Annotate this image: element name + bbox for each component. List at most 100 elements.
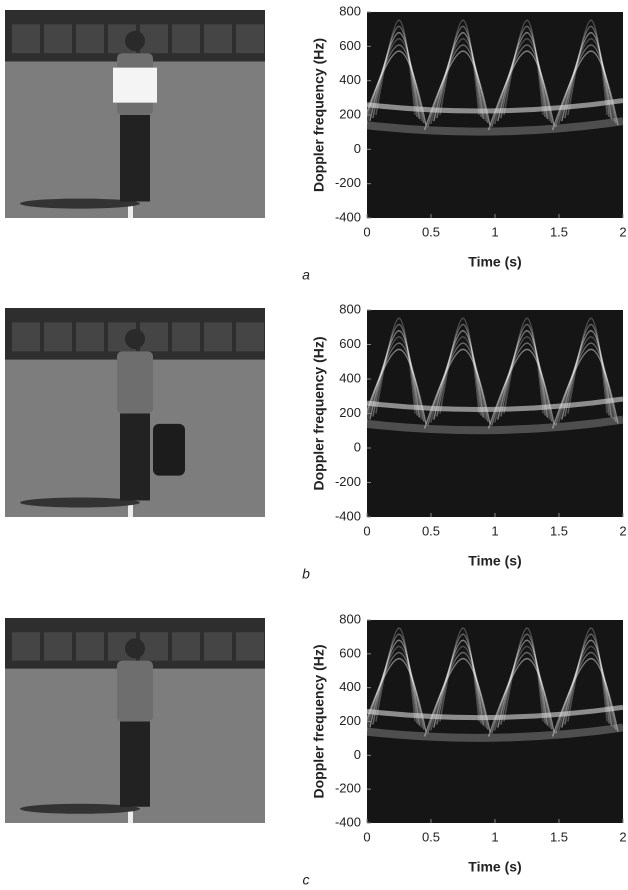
box [113, 67, 157, 103]
spectrogram-blob [426, 44, 489, 128]
x-tick-label: 2 [619, 829, 626, 844]
stadium-panel [44, 24, 72, 54]
y-tick-label: 0 [354, 747, 361, 762]
spectrogram-blob [497, 329, 549, 420]
y-tick-label: -400 [335, 814, 361, 829]
spectrogram-blob [436, 323, 483, 417]
y-tick-label: 800 [339, 301, 361, 316]
spectrogram-blob [369, 639, 421, 728]
stadium-panel [76, 632, 104, 661]
line-mark [128, 802, 133, 823]
spectrogram-blob [561, 329, 613, 420]
shadow [20, 497, 140, 508]
x-tick-label: 0 [363, 523, 370, 538]
spectrogram-blob [564, 323, 611, 417]
x-tick-label: 0.5 [422, 829, 440, 844]
spectrogram-blob [362, 342, 425, 426]
x-tick-label: 1 [491, 224, 498, 239]
spectrogram-blob [426, 342, 489, 426]
x-tick-label: 0.5 [422, 523, 440, 538]
legs [120, 721, 150, 807]
spectrogram-blob [375, 627, 416, 722]
spectrogram-band [366, 396, 624, 412]
spectrogram-blob [436, 633, 483, 725]
stadium-panel [236, 24, 264, 54]
shadow [20, 198, 140, 209]
spectrogram-bg [367, 310, 623, 517]
spectrogram-blob [561, 31, 613, 122]
spectrogram-blob [426, 651, 489, 734]
legs [120, 413, 150, 501]
spectrogram-blob [490, 44, 553, 128]
y-axis-label: Doppler frequency (Hz) [311, 336, 327, 490]
spectrogram [359, 620, 624, 823]
spectrogram-blob [362, 44, 425, 128]
spectrogram-blob [503, 317, 544, 414]
spectrogram [359, 310, 624, 517]
stadium-panel [172, 322, 200, 352]
y-tick-label: -400 [335, 508, 361, 523]
spectrogram-blob [551, 657, 619, 737]
y-tick-label: 200 [339, 713, 361, 728]
spectrogram-blob [564, 633, 611, 725]
stadium-panel [204, 632, 232, 661]
panel-caption: b [302, 566, 310, 582]
torso [117, 660, 153, 722]
stadium-panel [236, 632, 264, 661]
panel-caption: c [303, 872, 310, 888]
spectrogram-blob [375, 19, 416, 116]
spectrogram-blob [433, 639, 485, 728]
legs [120, 115, 150, 202]
stadium-panel [76, 24, 104, 54]
y-tick-label: -400 [335, 209, 361, 224]
stadium-panel [204, 322, 232, 352]
x-tick-label: 1.5 [550, 224, 568, 239]
spectrogram-blob [487, 348, 555, 429]
spectrogram-bg [367, 12, 623, 218]
photo [5, 618, 265, 823]
spectrogram-blob [558, 38, 615, 125]
spectrogram-blob [433, 329, 485, 420]
spectrogram-band [366, 723, 624, 742]
spectrogram-blob [554, 342, 617, 426]
spectrogram-blob [362, 651, 425, 734]
x-tick-label: 0 [363, 829, 370, 844]
spectrogram-blob [567, 317, 608, 414]
y-tick-label: 600 [339, 336, 361, 351]
spectrogram-blob [366, 336, 423, 423]
spectrogram-blob [558, 336, 615, 423]
spectrogram-blob [567, 627, 608, 722]
x-tick-label: 1 [491, 829, 498, 844]
spectrogram-blob [439, 317, 480, 414]
spectrogram-band [366, 98, 624, 114]
y-axis-label: Doppler frequency (Hz) [311, 644, 327, 798]
y-axis-label: Doppler frequency (Hz) [311, 38, 327, 192]
stadium-panel [76, 322, 104, 352]
spectrogram-blob [490, 342, 553, 426]
spectrogram-blob [564, 25, 611, 119]
spectrogram-blob [423, 348, 491, 429]
spectrogram-blob [359, 348, 427, 429]
spectrogram-blob [561, 639, 613, 728]
y-tick-label: 200 [339, 405, 361, 420]
x-tick-label: 2 [619, 523, 626, 538]
stadium-panel [172, 24, 200, 54]
spectrogram-blob [500, 323, 547, 417]
x-axis-label: Time (s) [468, 553, 521, 569]
x-axis-label: Time (s) [468, 254, 521, 270]
spectrogram-blob [567, 19, 608, 116]
y-tick-label: 600 [339, 645, 361, 660]
y-tick-label: 400 [339, 679, 361, 694]
shadow [20, 803, 140, 814]
y-tick-label: -200 [335, 474, 361, 489]
spectrogram-blob [366, 38, 423, 125]
spectrogram-blob [490, 651, 553, 734]
spectrogram-blob [497, 639, 549, 728]
head [125, 30, 145, 51]
spectrogram-blob [372, 25, 419, 119]
spectrogram-blob [369, 31, 421, 122]
spectrogram-band [366, 117, 624, 136]
spectrogram-blob [423, 657, 491, 737]
x-tick-label: 1.5 [550, 829, 568, 844]
y-tick-label: 800 [339, 611, 361, 626]
